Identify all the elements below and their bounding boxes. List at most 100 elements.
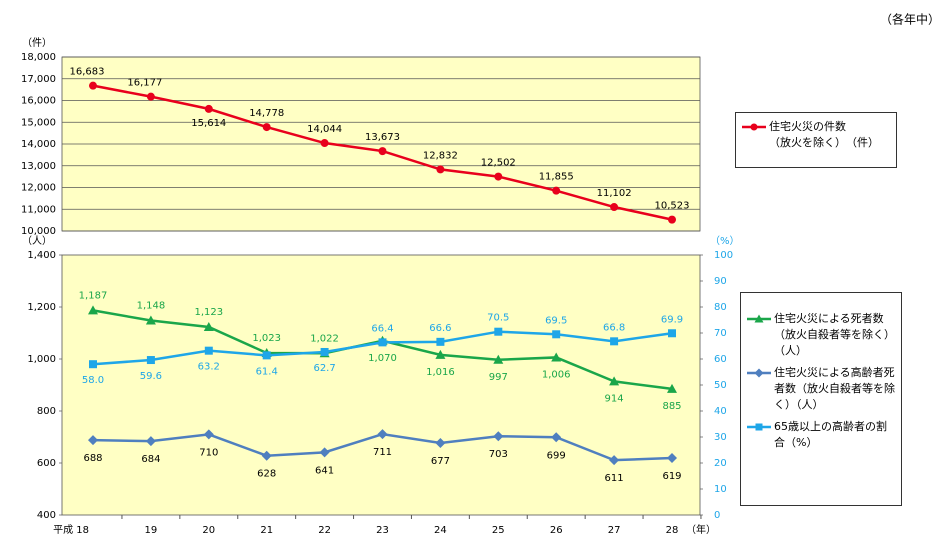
- data-label: 1,187: [79, 290, 108, 301]
- legend-swatch: [747, 368, 771, 378]
- x-tick-label: 27: [608, 525, 621, 536]
- y2-tick-label: 70: [714, 328, 727, 339]
- plot-area: [61, 254, 701, 516]
- x-tick-label: 24: [434, 525, 447, 536]
- marker: [610, 337, 619, 346]
- data-label: 703: [489, 449, 508, 460]
- data-label: 58.0: [82, 375, 104, 386]
- marker: [88, 435, 98, 446]
- data-label: 641: [315, 465, 334, 476]
- data-label: 69.9: [661, 314, 683, 325]
- data-label: 10,523: [655, 201, 690, 212]
- x-tick-label: 23: [376, 525, 389, 536]
- marker: [146, 356, 155, 365]
- marker: [320, 139, 329, 148]
- data-label: 12,832: [423, 150, 458, 161]
- y2-tick-label: 60: [714, 354, 727, 365]
- x-tick-label: 25: [492, 525, 505, 536]
- marker: [320, 347, 329, 356]
- x-tick-label: 20: [202, 525, 215, 536]
- y2-tick-label: 10: [714, 484, 727, 495]
- legend-label: 65歳以上の高齢者の割合（%）: [774, 420, 887, 449]
- legend-label: 住宅火災による高齢者死者数（放火自殺者等を除く）（人）: [774, 366, 895, 411]
- y2-tick-label: 80: [714, 302, 727, 313]
- y-tick-label: 12,000: [21, 183, 56, 194]
- marker: [436, 165, 445, 174]
- marker: [145, 315, 156, 325]
- data-label: 70.5: [487, 313, 509, 324]
- data-label: 1,016: [426, 367, 455, 378]
- y2-tick-label: 90: [714, 276, 727, 287]
- data-label: 69.5: [545, 315, 567, 326]
- marker: [754, 368, 764, 378]
- marker: [668, 215, 676, 224]
- legend: 住宅火災の件数 （放火を除く） （件）: [735, 112, 897, 168]
- marker: [203, 322, 214, 332]
- data-label: 61.4: [256, 366, 278, 377]
- marker: [146, 92, 155, 101]
- y-tick-label: 18,000: [21, 52, 56, 63]
- data-label: 885: [662, 401, 681, 412]
- data-label: 62.7: [313, 363, 335, 374]
- marker: [319, 447, 330, 458]
- data-label: 16,177: [127, 78, 162, 89]
- data-label: 1,148: [137, 301, 166, 312]
- data-label: 11,855: [539, 172, 574, 183]
- legend-swatch: [747, 423, 771, 431]
- data-label: 13,673: [365, 132, 400, 143]
- data-label: 1,006: [542, 369, 571, 380]
- y2-tick-label: 30: [714, 432, 727, 443]
- data-label: 684: [141, 454, 160, 465]
- data-label: 688: [83, 453, 102, 464]
- marker: [754, 314, 764, 323]
- legend-label: 住宅火災による死者数（放火自殺者等を除く）（人）: [774, 312, 895, 357]
- marker: [203, 429, 214, 440]
- marker: [667, 453, 677, 464]
- marker: [378, 338, 387, 347]
- legend-item: 住宅火災の件数 （放火を除く） （件）: [742, 119, 890, 151]
- marker: [89, 81, 97, 90]
- marker: [551, 432, 562, 443]
- y-unit: （人）: [22, 235, 52, 247]
- y-tick-label: 11,000: [21, 204, 56, 215]
- data-label: 914: [605, 393, 624, 404]
- y-tick-label: 1,400: [27, 250, 56, 261]
- marker: [668, 329, 676, 338]
- x-tick-label: 19: [145, 525, 158, 536]
- y-tick-label: 16,000: [21, 96, 56, 107]
- data-label: 14,044: [307, 124, 342, 135]
- marker: [435, 437, 446, 448]
- legend: 住宅火災による死者数（放火自殺者等を除く）（人） 住宅火災による高齢者死者数（放火…: [740, 292, 902, 506]
- data-label: 677: [431, 456, 450, 467]
- data-label: 1,070: [368, 353, 397, 364]
- y-tick-label: 10,000: [21, 226, 56, 237]
- y2-tick-label: 100: [714, 250, 733, 261]
- data-label: 699: [547, 450, 566, 461]
- x-tick-label: 26: [550, 525, 563, 536]
- data-label: 12,502: [481, 158, 516, 169]
- data-label: 1,023: [252, 333, 281, 344]
- x-tick-label: 22: [318, 525, 331, 536]
- y-tick-label: 14,000: [21, 139, 56, 150]
- y2-tick-label: 40: [714, 406, 727, 417]
- marker: [610, 203, 619, 212]
- marker: [552, 186, 561, 195]
- y-tick-label: 600: [37, 458, 56, 469]
- data-label: 14,778: [249, 108, 284, 119]
- marker: [204, 104, 213, 113]
- data-label: 11,102: [597, 188, 632, 199]
- legend-label: 住宅火災の件数 （放火を除く） （件）: [769, 120, 879, 149]
- marker: [493, 354, 504, 364]
- data-label: 16,683: [70, 67, 105, 78]
- marker: [552, 330, 561, 339]
- data-label: 66.8: [603, 322, 625, 333]
- marker: [262, 123, 271, 132]
- data-label: 1,022: [310, 333, 339, 344]
- x-tick-label: 平成 18: [53, 524, 89, 536]
- marker: [436, 337, 445, 346]
- marker: [750, 123, 758, 131]
- data-label: 15,614: [191, 118, 226, 129]
- y-tick-label: 400: [37, 510, 56, 521]
- marker: [609, 455, 620, 466]
